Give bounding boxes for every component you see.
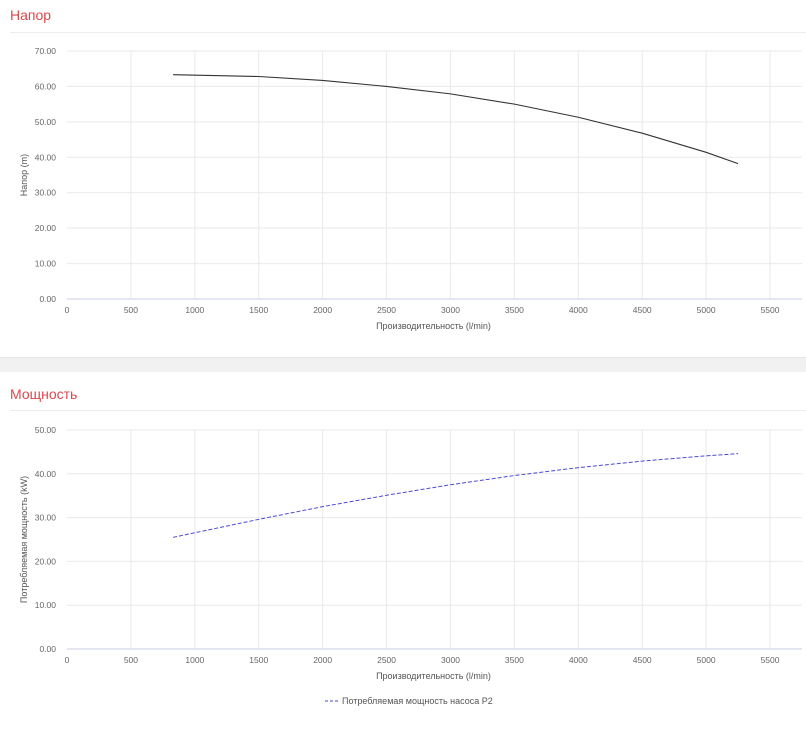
power-x-tick-label: 1000 bbox=[185, 655, 204, 665]
power-x-tick-label: 4500 bbox=[633, 655, 652, 665]
head-x-tick-label: 1000 bbox=[185, 305, 204, 315]
power-legend-label: Потребляемая мощность насоса P2 bbox=[342, 696, 493, 706]
power-x-tick-label: 3000 bbox=[441, 655, 460, 665]
power-x-tick-label: 4000 bbox=[569, 655, 588, 665]
power-y-tick-label: 50.00 bbox=[35, 425, 57, 435]
panel-separator bbox=[0, 357, 806, 372]
power-x-tick-label: 2000 bbox=[313, 655, 332, 665]
head-chart: 0 500 1000 1500 2000 2500 3000 3500 4000 4500 5000… bbox=[19, 46, 802, 331]
head-y-tick-label: 20.00 bbox=[35, 223, 57, 233]
power-x-tick-label: 3500 bbox=[505, 655, 524, 665]
head-chart-title: Напор bbox=[10, 7, 52, 23]
head-x-axis-title: Производительность (l/min) bbox=[376, 321, 491, 331]
head-chart-panel: Напор 0 500 1000 1500 2000 2500 3000 3500 4000 45… bbox=[0, 0, 806, 357]
head-x-tick-label: 2500 bbox=[377, 305, 396, 315]
head-y-tick-label: 0.00 bbox=[39, 294, 56, 304]
power-series-line bbox=[172, 453, 739, 538]
power-x-tick-label: 0 bbox=[65, 655, 70, 665]
power-y-tick-label: 0.00 bbox=[39, 644, 56, 654]
head-y-tick-label: 60.00 bbox=[35, 81, 57, 91]
head-x-tick-label: 4500 bbox=[633, 305, 652, 315]
power-y-tick-label: 40.00 bbox=[35, 469, 57, 479]
head-y-tick-label: 10.00 bbox=[35, 259, 57, 269]
power-title-divider bbox=[10, 410, 806, 411]
head-y-tick-label: 70.00 bbox=[35, 46, 57, 56]
power-x-tick-label: 5500 bbox=[761, 655, 780, 665]
power-x-tick-label: 5000 bbox=[697, 655, 716, 665]
head-y-tick-label: 40.00 bbox=[35, 152, 57, 162]
power-y-axis-title: Потребляемая мощность (kW) bbox=[19, 476, 29, 603]
head-x-tick-label: 500 bbox=[124, 305, 138, 315]
head-y-tick-label: 50.00 bbox=[35, 117, 57, 127]
power-chart-panel: Мощность 0 500 1000 1500 2000 2500 3000 3500 400… bbox=[0, 372, 806, 729]
power-x-tick-label: 2500 bbox=[377, 655, 396, 665]
head-x-tick-label: 2000 bbox=[313, 305, 332, 315]
power-y-tick-label: 10.00 bbox=[35, 600, 57, 610]
head-y-tick-label: 30.00 bbox=[35, 188, 57, 198]
head-x-tick-label: 3500 bbox=[505, 305, 524, 315]
head-x-tick-label: 5000 bbox=[697, 305, 716, 315]
head-series-line bbox=[173, 74, 739, 165]
head-title-divider bbox=[10, 32, 806, 33]
power-y-tick-label: 20.00 bbox=[35, 556, 57, 566]
power-x-tick-label: 1500 bbox=[249, 655, 268, 665]
head-x-tick-label: 3000 bbox=[441, 305, 460, 315]
head-y-axis-title: Напор (m) bbox=[19, 154, 29, 196]
power-chart-title: Мощность bbox=[10, 386, 78, 402]
power-y-tick-label: 30.00 bbox=[35, 513, 57, 523]
head-x-tick-label: 1500 bbox=[249, 305, 268, 315]
power-x-axis-title: Производительность (l/min) bbox=[376, 671, 491, 681]
head-x-tick-label: 5500 bbox=[761, 305, 780, 315]
head-x-tick-label: 0 bbox=[65, 305, 70, 315]
power-x-tick-label: 500 bbox=[124, 655, 138, 665]
head-x-tick-label: 4000 bbox=[569, 305, 588, 315]
power-chart: 0 500 1000 1500 2000 2500 3000 3500 4000 4500 5000… bbox=[19, 425, 802, 706]
